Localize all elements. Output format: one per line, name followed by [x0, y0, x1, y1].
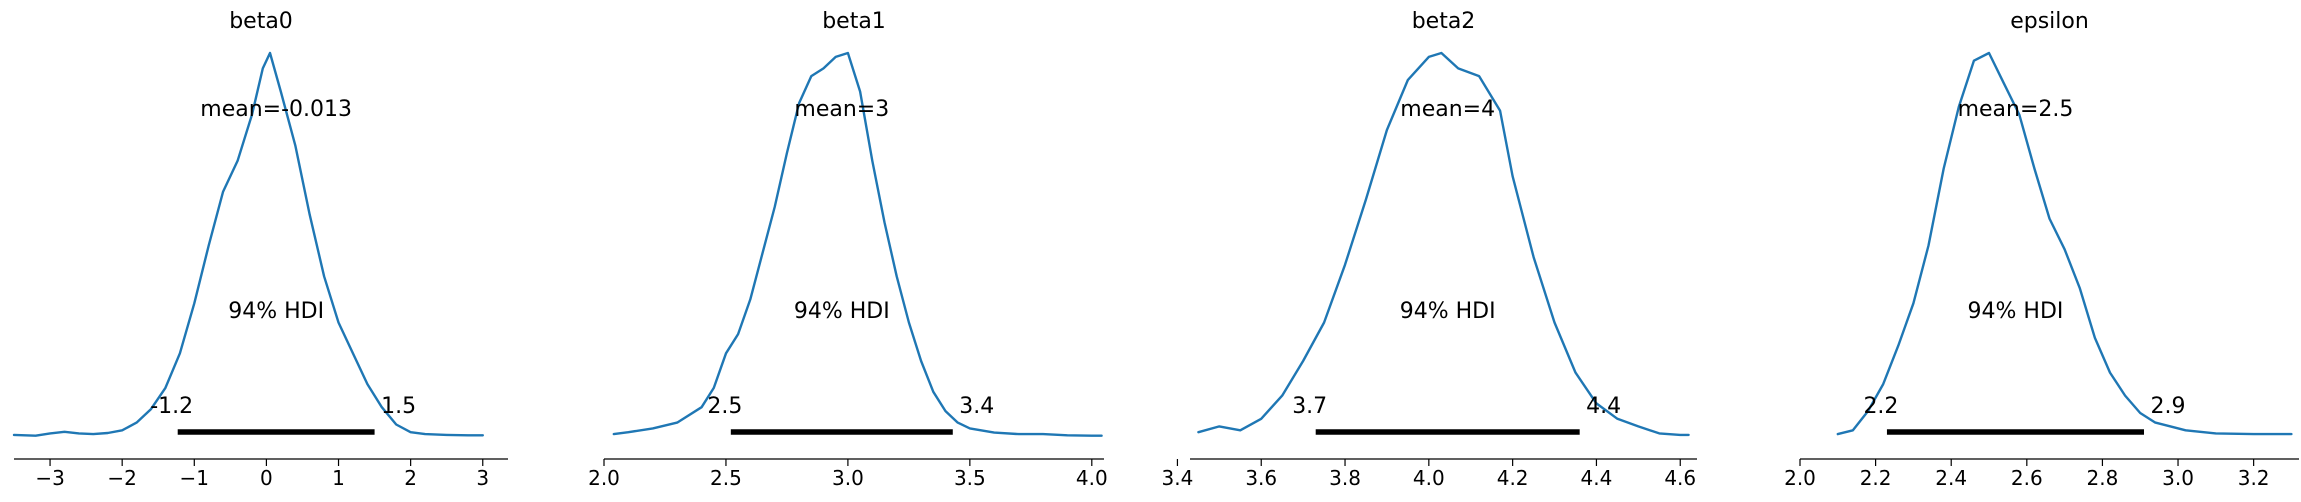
panel-title: beta2 — [1412, 9, 1476, 34]
mean-label: mean=2.5 — [1958, 97, 2074, 122]
mean-label: mean=4 — [1400, 97, 1495, 122]
hdi-low-label: 2.5 — [707, 394, 742, 419]
x-tick-label: 3.2 — [2238, 466, 2270, 490]
hdi-label: 94% HDI — [1400, 299, 1496, 324]
x-tick-label: −3 — [35, 466, 64, 490]
x-tick-label: 4.0 — [1076, 466, 1108, 490]
hdi-label: 94% HDI — [794, 299, 890, 324]
kde-density-line — [12, 51, 484, 437]
hdi-label: 94% HDI — [1968, 299, 2064, 324]
hdi-low-label: -1.2 — [150, 394, 193, 419]
x-tick-label: 3.0 — [832, 466, 864, 490]
x-tick-label: −2 — [107, 466, 136, 490]
x-tick-label: 4.0 — [1413, 466, 1445, 490]
kde-density-line — [1197, 51, 1690, 437]
kde-density-line — [612, 51, 1103, 437]
x-tick-label: 0 — [260, 466, 273, 490]
hdi-high-label: 1.5 — [381, 394, 416, 419]
mean-label: mean=3 — [794, 97, 889, 122]
x-tick-label: 2.8 — [2087, 466, 2119, 490]
x-tick-label: 2 — [404, 466, 417, 490]
panel-title: epsilon — [2010, 9, 2089, 34]
x-tick-label: 3.8 — [1329, 466, 1361, 490]
x-tick-label: 2.6 — [2011, 466, 2043, 490]
x-tick-label: 2.4 — [1935, 466, 1967, 490]
x-tick-label: 4.2 — [1497, 466, 1529, 490]
panel-title: beta1 — [822, 9, 886, 34]
hdi-high-label: 2.9 — [2151, 394, 2186, 419]
x-tick-label: 2.0 — [1784, 466, 1816, 490]
x-tick-label: 1 — [332, 466, 345, 490]
x-tick-label: 3.4 — [1162, 466, 1194, 490]
x-tick-label: 2.2 — [1860, 466, 1892, 490]
hdi-high-label: 3.4 — [959, 394, 994, 419]
x-tick-label: 4.6 — [1664, 466, 1696, 490]
mean-label: mean=-0.013 — [200, 97, 352, 122]
x-tick-label: 2.5 — [710, 466, 742, 490]
x-tick-label: 3.0 — [2162, 466, 2194, 490]
kde-density-line — [1836, 51, 2293, 436]
hdi-high-label: 4.4 — [1586, 394, 1621, 419]
x-tick-label: 4.4 — [1581, 466, 1613, 490]
x-tick-label: 3.5 — [954, 466, 986, 490]
panel-title: beta0 — [229, 9, 293, 34]
panel-beta0: −3 −2 −1 0 1 2 3 beta0 mean=-0.013 94% HDI -1.2 1.5 — [12, 9, 508, 490]
panel-beta2: 3.4 3.6 3.8 4.0 4.2 4.4 4.6 beta2 mean=4 94% HDI 3… — [1162, 9, 1697, 490]
x-tick-label: 3 — [476, 466, 489, 490]
x-tick-label: 2.0 — [588, 466, 620, 490]
panel-beta1: 2.0 2.5 3.0 3.5 4.0 beta1 mean=3 94% HDI 2.5 3.4 — [588, 9, 1108, 490]
hdi-low-label: 3.7 — [1292, 394, 1327, 419]
x-tick-label: −1 — [180, 466, 209, 490]
hdi-label: 94% HDI — [228, 299, 324, 324]
x-tick-label: 3.6 — [1245, 466, 1277, 490]
panel-epsilon: 2.0 2.2 2.4 2.6 2.8 3.0 3.2 epsilon mean=2.5 94% … — [1784, 9, 2299, 490]
hdi-low-label: 2.2 — [1863, 394, 1898, 419]
